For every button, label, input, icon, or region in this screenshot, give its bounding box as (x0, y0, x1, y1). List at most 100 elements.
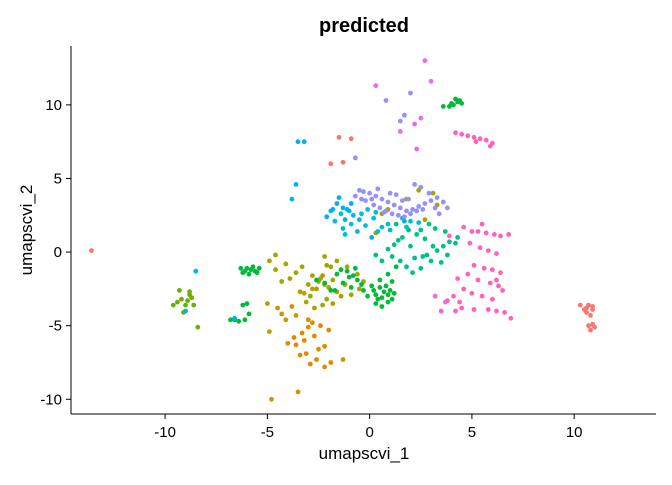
data-point (496, 283, 501, 289)
data-point (588, 313, 593, 318)
data-point (389, 296, 395, 302)
data-point (381, 289, 387, 295)
data-point (232, 315, 238, 321)
data-point (359, 282, 364, 287)
data-point (236, 318, 242, 324)
data-point (412, 255, 417, 261)
data-point (445, 298, 450, 304)
data-point (428, 198, 434, 204)
data-point (490, 296, 495, 302)
data-point (414, 146, 420, 152)
data-point (395, 237, 401, 243)
data-point (267, 258, 272, 264)
data-point (330, 207, 336, 212)
data-point (322, 254, 327, 259)
data-point (459, 101, 465, 106)
data-point (461, 224, 467, 230)
data-point (293, 342, 299, 348)
data-point (402, 214, 407, 220)
data-point (195, 324, 201, 330)
data-point (295, 389, 301, 395)
data-point (363, 223, 368, 229)
data-point (330, 277, 336, 283)
data-point (577, 302, 583, 308)
data-point (336, 134, 342, 140)
data-point (416, 204, 422, 209)
data-point (389, 211, 395, 217)
data-point (228, 317, 233, 323)
data-point (408, 218, 413, 224)
data-point (355, 277, 360, 283)
x-tick-label: -10 (154, 424, 176, 441)
data-point (299, 330, 305, 336)
data-point (344, 264, 350, 270)
data-point (348, 285, 354, 290)
data-point (318, 323, 323, 329)
data-point (289, 196, 295, 202)
data-point (406, 196, 411, 202)
data-point (301, 338, 307, 343)
data-point (238, 265, 244, 271)
data-point (400, 235, 405, 240)
data-point (424, 252, 430, 258)
data-point (369, 283, 375, 289)
data-point (179, 296, 184, 302)
data-point (477, 245, 483, 251)
data-point (426, 221, 432, 227)
data-point (367, 190, 372, 196)
data-point (586, 323, 591, 329)
data-point (275, 305, 280, 311)
data-point (383, 98, 389, 103)
data-point (404, 264, 409, 270)
data-point (494, 277, 499, 283)
data-point (377, 277, 383, 283)
data-point (373, 301, 379, 306)
data-point (332, 288, 338, 293)
data-point (440, 243, 446, 249)
data-point (453, 240, 458, 246)
data-point (487, 143, 493, 149)
data-point (352, 193, 358, 199)
data-point (498, 270, 503, 276)
data-point (314, 286, 319, 292)
data-point (267, 329, 272, 334)
y-axis-ticks: -10 -5 0 5 10 (40, 97, 71, 408)
data-point (330, 301, 336, 306)
data-point (459, 131, 465, 137)
data-point (487, 280, 493, 286)
data-point (365, 207, 370, 212)
data-point (408, 90, 413, 96)
data-point (490, 267, 495, 273)
data-point (369, 196, 375, 202)
data-point (498, 233, 503, 239)
data-point (387, 288, 393, 293)
data-point (310, 273, 315, 278)
data-point (397, 258, 403, 264)
data-point (387, 190, 393, 196)
data-point (334, 201, 340, 206)
data-point (346, 274, 352, 280)
data-point (371, 288, 377, 293)
data-point (352, 265, 358, 271)
data-point (418, 184, 424, 190)
data-point (240, 270, 246, 276)
data-point (500, 288, 505, 293)
data-point (242, 317, 248, 323)
data-point (428, 258, 434, 264)
data-point (432, 205, 438, 211)
data-point (436, 211, 442, 217)
data-point (385, 292, 391, 298)
data-point (348, 136, 354, 142)
data-point (408, 243, 413, 249)
data-point (303, 351, 309, 356)
data-point (412, 182, 417, 187)
data-point (357, 187, 362, 193)
data-point (447, 239, 452, 245)
data-point (361, 288, 366, 293)
data-point (391, 242, 397, 248)
data-point (355, 271, 360, 277)
data-point (385, 299, 391, 305)
data-point (254, 270, 260, 276)
data-point (416, 220, 422, 226)
